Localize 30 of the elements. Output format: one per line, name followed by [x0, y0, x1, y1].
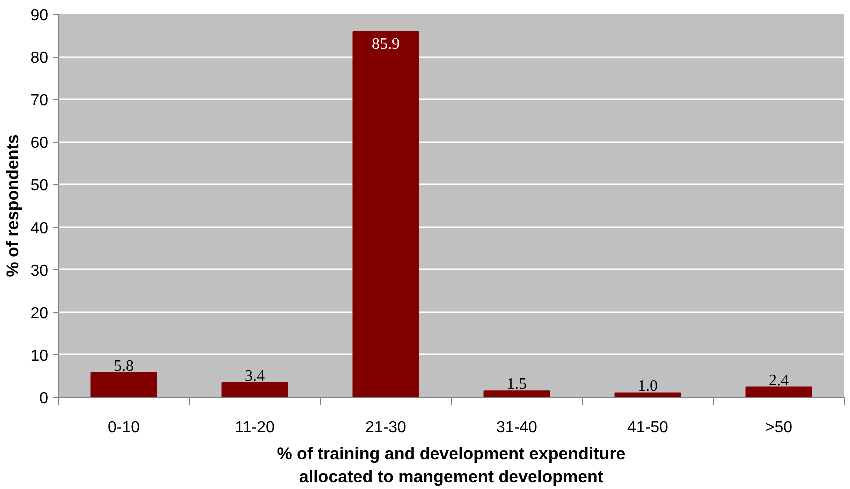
y-tick-label: 20 [30, 305, 49, 322]
x-tick-label: >50 [765, 420, 793, 436]
x-tick-label: 0-10 [108, 420, 140, 436]
y-tick-label: 70 [30, 92, 49, 110]
y-tick-label: 40 [30, 220, 49, 238]
data-label: 2.4 [769, 372, 789, 390]
x-tick-label: 31-40 [496, 420, 538, 436]
bar [484, 390, 550, 398]
x-tick-label: 11-20 [235, 420, 275, 436]
x-tick-label: 41-50 [628, 420, 669, 436]
y-tick-label: 90 [30, 8, 49, 24]
bar [222, 382, 288, 398]
bar [746, 386, 812, 398]
bar [352, 31, 420, 398]
y-tick-label: 0 [40, 390, 49, 408]
y-tick-label: 30 [30, 262, 49, 280]
data-label: 1.0 [638, 378, 658, 396]
y-tick-label: 60 [30, 135, 49, 152]
data-label: 3.4 [245, 368, 265, 386]
y-tick-label: 10 [30, 348, 49, 365]
x-axis-title: % of training and development expenditure allocated to mangement development [277, 444, 626, 486]
y-tick-label: 50 [30, 178, 49, 195]
y-tick-label: 80 [30, 50, 49, 68]
data-label: 85.9 [372, 36, 400, 53]
x-tick-label: 21-30 [366, 420, 407, 436]
bar [614, 392, 682, 398]
data-label: 5.8 [114, 358, 134, 375]
bar [90, 372, 158, 398]
data-label: 1.5 [507, 376, 527, 394]
y-axis-title: % of respondents [4, 134, 23, 278]
